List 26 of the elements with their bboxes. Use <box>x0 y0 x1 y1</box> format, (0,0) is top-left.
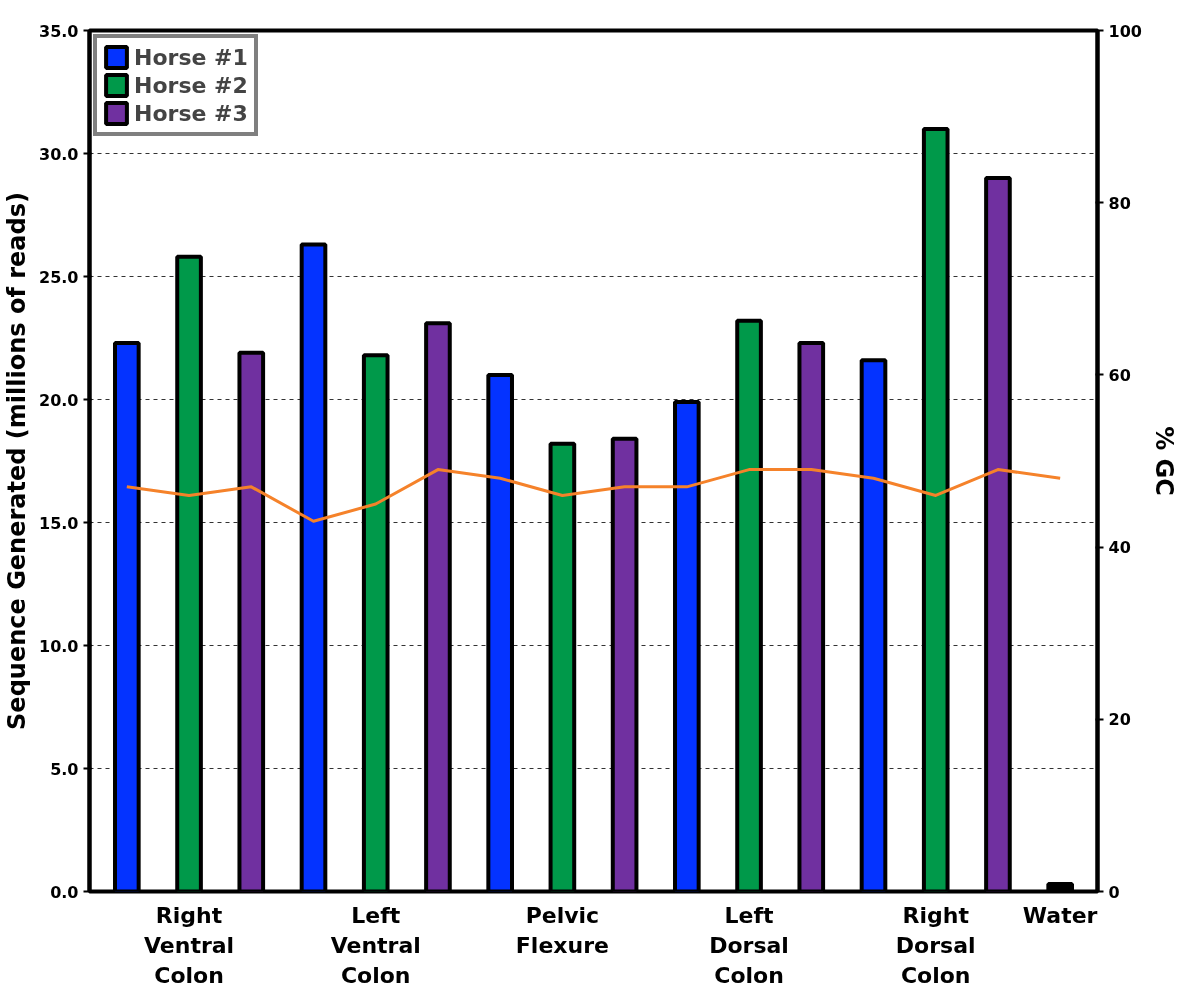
x-tick-label: Left Ventral Colon <box>330 902 421 988</box>
y-tick-label: 5.0 <box>50 759 79 779</box>
y2-tick-label: 80 <box>1108 193 1131 213</box>
y-axis-title: Sequence Generated (millions of reads) <box>3 192 32 730</box>
y2-tick-label: 20 <box>1108 710 1131 730</box>
y2-tick-label: 40 <box>1108 538 1131 558</box>
y-tick-label: 35.0 <box>39 21 79 41</box>
y-tick-label: 25.0 <box>39 267 79 287</box>
y-tick-label: 10.0 <box>39 636 79 656</box>
line-series <box>125 468 1062 523</box>
y-tick-label: 15.0 <box>39 513 79 533</box>
legend-label: Horse #2 <box>134 72 248 98</box>
x-tick-label: Right Ventral Colon <box>143 902 235 988</box>
legend-label: Horse #1 <box>134 44 248 70</box>
x-tick-label: Pelvic Flexure <box>515 902 609 958</box>
x-tick-label: Water <box>1022 902 1098 928</box>
x-tick-label: Left Dorsal Colon <box>709 902 789 988</box>
legend-label: Horse #3 <box>134 100 248 126</box>
y2-tick-label: 0 <box>1108 882 1120 902</box>
x-tick-label: Right Dorsal Colon <box>895 902 976 988</box>
y2-axis-title: % GC <box>1149 426 1178 496</box>
y2-tick-label: 100 <box>1108 21 1142 41</box>
y-tick-label: 0.0 <box>50 882 79 902</box>
y-tick-label: 30.0 <box>39 144 79 164</box>
y-tick-label: 20.0 <box>39 390 79 410</box>
y2-tick-label: 60 <box>1108 365 1131 385</box>
